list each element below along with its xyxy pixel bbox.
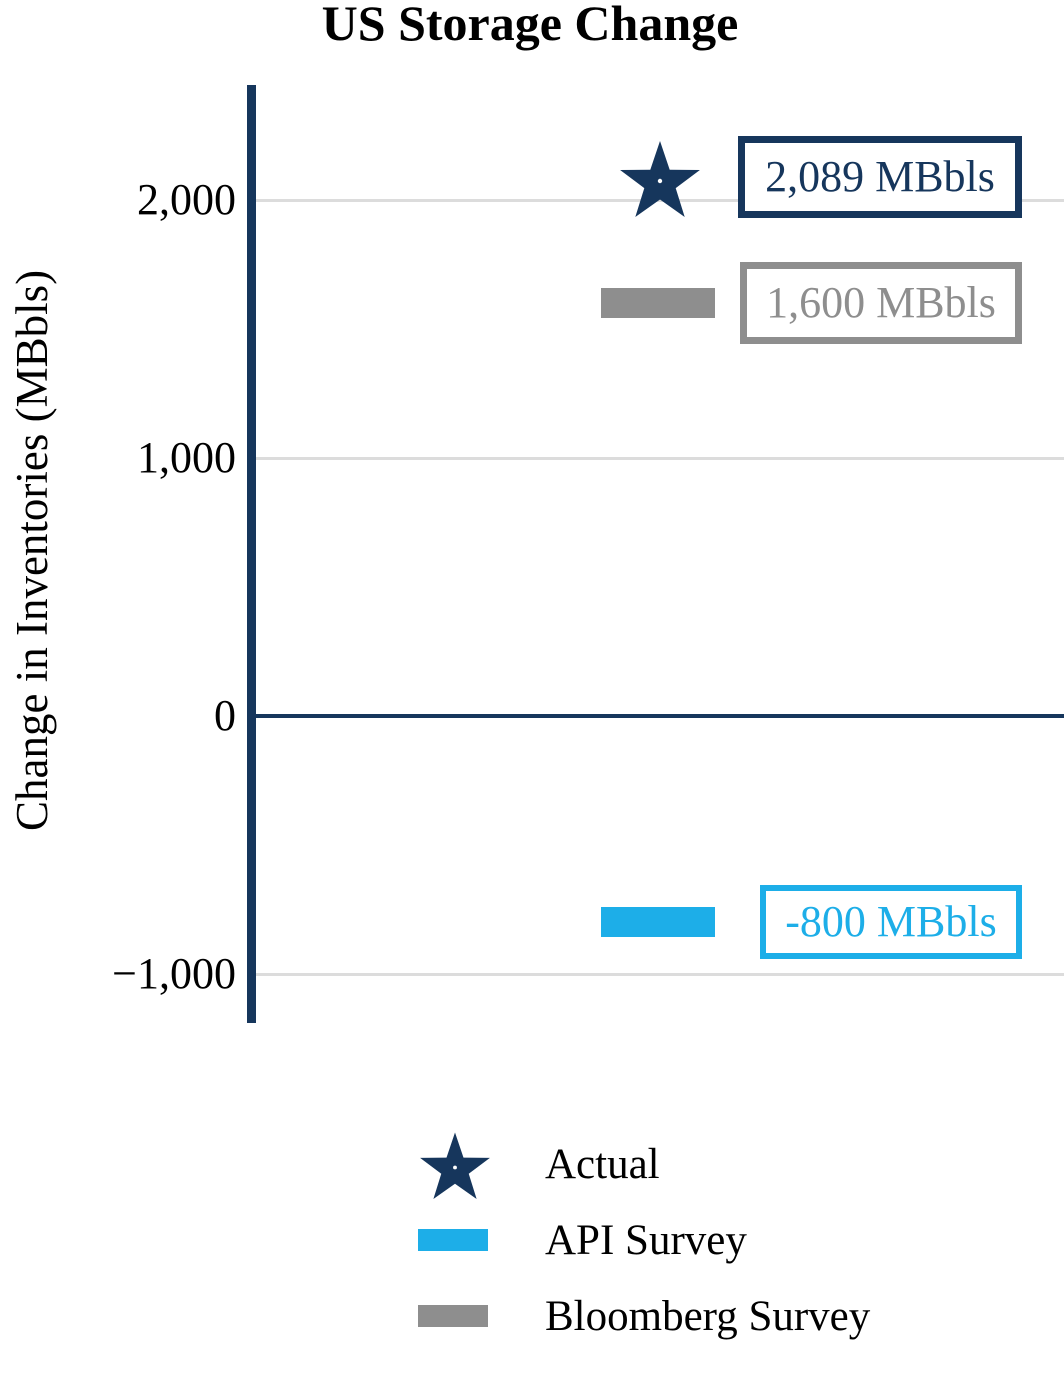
- gridline: [256, 972, 1064, 976]
- bloomberg-annotation: 1,600 MBbls: [740, 262, 1022, 345]
- gridline: [256, 456, 1064, 460]
- y-tick-label: 0: [214, 691, 236, 740]
- bloomberg-annotation-text: 1,600 MBbls: [766, 278, 996, 328]
- legend: Actual API Survey Bloomberg Survey: [418, 1126, 870, 1354]
- star-icon: [418, 1129, 545, 1199]
- bloomberg-bar-icon: [418, 1305, 545, 1327]
- chart-title: US Storage Change: [321, 0, 739, 51]
- actual-annotation-text: 2,089 MBbls: [765, 152, 995, 202]
- legend-item-actual: Actual: [418, 1126, 870, 1202]
- bloomberg-bar-marker: [601, 288, 715, 319]
- y-axis-label: Change in Inventories (MBbls): [7, 269, 57, 831]
- gridline: [256, 198, 1064, 202]
- api-bar-marker: [601, 907, 715, 938]
- y-axis-line: [247, 85, 256, 1023]
- legend-label-api-survey: API Survey: [545, 1216, 747, 1264]
- zero-line: [256, 714, 1064, 718]
- y-tick-label: 2,000: [137, 175, 236, 224]
- legend-label-bloomberg-survey: Bloomberg Survey: [545, 1292, 871, 1340]
- y-tick-label: 1,000: [137, 433, 236, 482]
- api-annotation: -800 MBbls: [760, 885, 1022, 960]
- legend-item-bloomberg-survey: Bloomberg Survey: [418, 1278, 870, 1354]
- legend-label-actual: Actual: [545, 1140, 660, 1188]
- api-annotation-text: -800 MBbls: [785, 897, 997, 947]
- legend-item-api-survey: API Survey: [418, 1202, 870, 1278]
- actual-annotation: 2,089 MBbls: [738, 136, 1022, 219]
- api-bar-icon: [418, 1229, 545, 1251]
- y-tick-label: −1,000: [112, 949, 236, 998]
- actual-star-marker: [620, 141, 700, 218]
